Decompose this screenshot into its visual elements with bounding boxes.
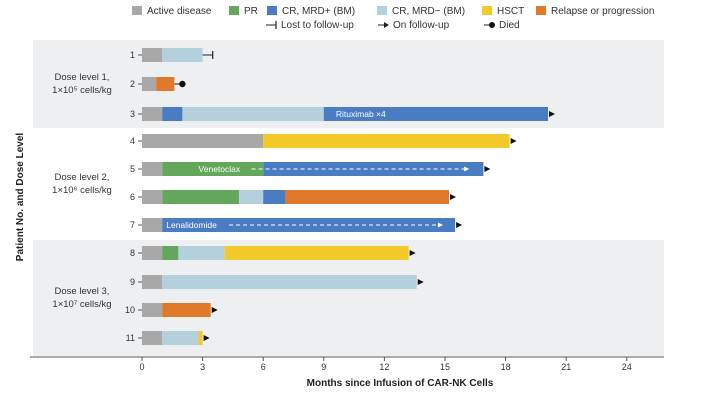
x-tick-label: 18 (501, 362, 511, 372)
patient-label: 4 (130, 136, 135, 146)
segment-mrdneg (238, 190, 264, 204)
patient-label: 1 (130, 50, 135, 60)
segment-mrdneg (178, 246, 225, 260)
x-tick-label: 3 (200, 362, 205, 372)
segment-pr (162, 162, 264, 176)
legend-label-died: Died (499, 20, 520, 31)
legend-label-mrdpos: CR, MRD+ (BM) (282, 6, 355, 17)
group-dose-label: 1×10⁷ cells/kg (52, 299, 111, 310)
segment-pr (162, 190, 239, 204)
on-follow-up-arrow (484, 166, 491, 172)
x-tick-label: 0 (139, 362, 144, 372)
group-label: Dose level 1, (55, 72, 110, 83)
group-label: Dose level 3, (55, 286, 110, 297)
legend-label-active: Active disease (147, 6, 212, 17)
x-tick-label: 15 (440, 362, 450, 372)
segment-mrdneg (182, 107, 324, 121)
group-label: Dose level 2, (55, 172, 110, 183)
on-follow-up-arrow (456, 222, 463, 228)
segment-mrdpos (263, 190, 286, 204)
segment-mrdneg (162, 48, 203, 62)
group-dose-label: 1×10⁶ cells/kg (52, 185, 112, 196)
legend-label-mrdneg: CR, MRD− (BM) (392, 6, 465, 17)
segment-active (142, 331, 163, 345)
therapy-annotation: Venetoclax (199, 164, 241, 174)
y-axis-title: Patient No. and Dose Level (15, 133, 26, 262)
on-follow-up-arrow (510, 138, 517, 144)
legend-swatch-mrdpos (267, 6, 277, 15)
segment-active (142, 246, 163, 260)
patient-label: 2 (130, 79, 135, 89)
legend-label-lost: Lost to follow-up (281, 20, 354, 31)
segment-mrdneg (162, 275, 417, 289)
on-follow-up-arrow (203, 335, 210, 341)
patient-label: 9 (130, 277, 135, 287)
segment-active (142, 134, 264, 148)
patient-label: 8 (130, 248, 135, 258)
segment-active (142, 275, 163, 289)
patient-bars: Rituximab ×4 Venetoclax Lenalidomide (142, 48, 556, 345)
legend-label-relapse: Relapse or progression (551, 6, 654, 17)
therapy-annotation: Rituximab ×4 (336, 109, 386, 119)
on-follow-up-arrow (549, 111, 556, 117)
segment-mrdpos (323, 107, 549, 121)
segment-mrdpos (162, 107, 183, 121)
legend-label-hsct: HSCT (497, 6, 524, 17)
x-tick-label: 24 (622, 362, 632, 372)
legend-label-pr: PR (244, 6, 258, 17)
patient-label: 10 (125, 305, 135, 315)
segment-relapse (162, 303, 211, 317)
group-dose-label: 1×10⁵ cells/kg (52, 85, 112, 96)
patient-label: 11 (126, 333, 135, 343)
legend-label-onfollow: On follow-up (393, 20, 450, 31)
x-tick-label: 12 (379, 362, 389, 372)
patient-label: 5 (130, 164, 135, 174)
x-tick-label: 6 (261, 362, 266, 372)
on-follow-up-arrow (450, 194, 457, 200)
segment-hsct (263, 134, 510, 148)
segment-hsct (224, 246, 409, 260)
segment-active (142, 48, 163, 62)
died-icon (489, 22, 495, 28)
legend-swatch-pr (229, 6, 239, 15)
segment-active (142, 107, 163, 121)
legend-swatch-relapse (536, 6, 546, 15)
segment-pr (162, 246, 179, 260)
died-dot (179, 80, 186, 88)
therapy-arrowhead (437, 222, 443, 228)
segment-active (142, 218, 163, 232)
legend-swatch-active (132, 6, 142, 15)
therapy-arrowhead (464, 166, 470, 172)
segment-active (142, 303, 163, 317)
x-tick-label: 9 (321, 362, 326, 372)
legend: Active disease PR CR, MRD+ (BM) CR, MRD− (B… (132, 6, 654, 31)
x-axis: 0 3 6 9 12 15 18 21 24 (30, 356, 664, 372)
legend-swatch-hsct (482, 6, 492, 15)
patient-label: 3 (130, 109, 135, 119)
segment-mrdneg (162, 331, 199, 345)
x-tick-label: 21 (561, 362, 571, 372)
segment-hsct (198, 331, 203, 345)
segment-active (142, 190, 163, 204)
y-labels: Dose level 1, 1×10⁵ cells/kg Dose level 2,… (52, 50, 142, 343)
on-follow-up-icon (384, 22, 389, 28)
segment-relapse (285, 190, 450, 204)
legend-swatch-mrdneg (377, 6, 387, 15)
segment-active (142, 162, 163, 176)
therapy-annotation: Lenalidomide (166, 220, 217, 230)
x-axis-title: Months since Infusion of CAR-NK Cells (307, 378, 494, 389)
on-follow-up-arrow (409, 250, 416, 256)
segment-relapse (156, 77, 175, 91)
on-follow-up-arrow (417, 279, 424, 285)
patient-label: 7 (130, 220, 135, 230)
patient-label: 6 (130, 192, 135, 202)
segment-active (142, 77, 157, 91)
on-follow-up-arrow (211, 307, 218, 313)
